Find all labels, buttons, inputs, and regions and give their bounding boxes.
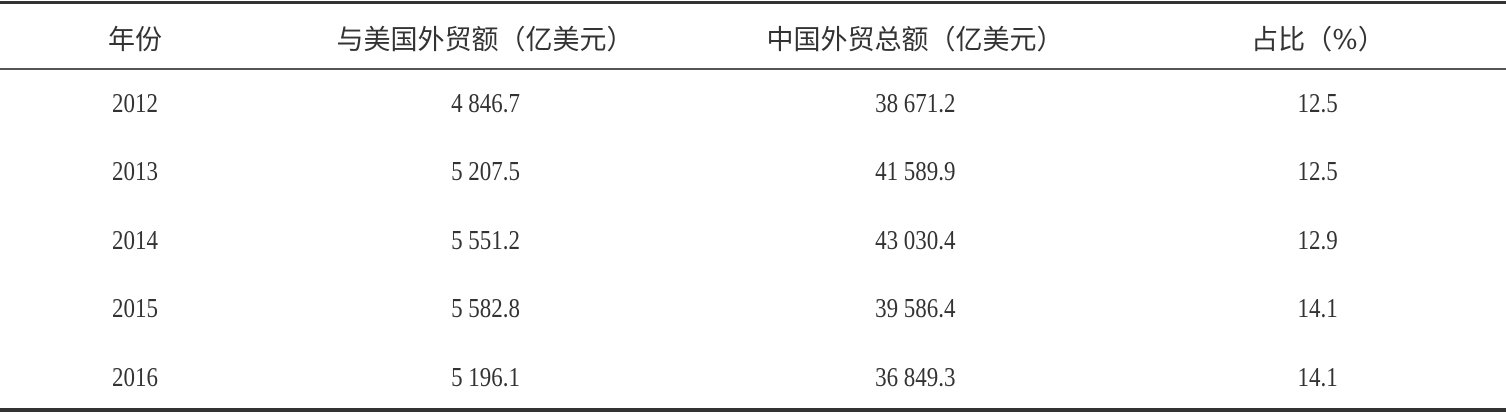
cell-china-total-trade: 36 849.3: [874, 361, 956, 392]
cell-year-wrap: 2013: [0, 156, 270, 187]
cell-year: 2013: [112, 156, 158, 186]
cell-share: 14.1: [1297, 361, 1339, 392]
table-row: 2014 5 551.2 43 030.4 12.9: [0, 220, 1506, 260]
cell-us-trade: 5 551.2: [450, 224, 520, 255]
cell-share-wrap: 12.5: [1130, 88, 1506, 119]
header-china-total-trade: 中国外贸总额（亿美元）: [766, 24, 1064, 56]
cell-share: 12.5: [1297, 87, 1339, 118]
cell-us-trade: 5 207.5: [450, 156, 520, 186]
cell-share-wrap: 14.1: [1130, 362, 1506, 393]
cell-china-total-trade-wrap: 41 589.9: [700, 156, 1130, 187]
cell-share-wrap: 12.5: [1130, 156, 1506, 187]
cell-china-total-trade: 43 030.4: [874, 224, 956, 255]
cell-share: 14.1: [1297, 293, 1339, 323]
cell-us-trade-wrap: 5 551.2: [270, 225, 700, 256]
cell-us-trade-wrap: 5 582.8: [270, 293, 700, 324]
cell-us-trade-wrap: 5 207.5: [270, 156, 700, 187]
cell-share-wrap: 12.9: [1130, 225, 1506, 256]
table-row: 2013 5 207.5 41 589.9 12.5: [0, 152, 1506, 192]
table-header-row: 年份 与美国外贸额（亿美元） 中国外贸总额（亿美元） 占比（%）: [0, 17, 1506, 57]
table-row: 2015 5 582.8 39 586.4 14.1: [0, 289, 1506, 329]
table-bottom-rule: [0, 408, 1506, 412]
cell-china-total-trade: 41 589.9: [874, 156, 956, 186]
cell-year: 2014: [112, 224, 158, 255]
cell-china-total-trade-wrap: 39 586.4: [700, 293, 1130, 324]
table-header-rule: [0, 68, 1506, 70]
cell-year: 2015: [112, 293, 158, 323]
table-top-rule: [0, 1, 1506, 4]
cell-china-total-trade-wrap: 38 671.2: [700, 88, 1130, 119]
cell-year: 2016: [112, 361, 158, 392]
cell-us-trade: 4 846.7: [450, 87, 520, 118]
cell-year-wrap: 2012: [0, 88, 270, 119]
cell-china-total-trade-wrap: 43 030.4: [700, 225, 1130, 256]
header-us-trade: 与美国外贸额（亿美元）: [336, 24, 634, 56]
header-share: 占比（%）: [1251, 24, 1385, 56]
cell-share: 12.5: [1297, 156, 1339, 186]
cell-us-trade: 5 196.1: [450, 361, 520, 392]
cell-us-trade: 5 582.8: [450, 293, 520, 323]
table-row: 2016 5 196.1 36 849.3 14.1: [0, 357, 1506, 397]
header-year: 年份: [108, 24, 162, 56]
cell-year: 2012: [112, 87, 158, 118]
cell-share-wrap: 14.1: [1130, 293, 1506, 324]
table-row: 2012 4 846.7 38 671.2 12.5: [0, 83, 1506, 123]
cell-year-wrap: 2016: [0, 362, 270, 393]
cell-china-total-trade: 38 671.2: [874, 87, 956, 118]
cell-us-trade-wrap: 4 846.7: [270, 88, 700, 119]
cell-china-total-trade: 39 586.4: [874, 293, 956, 323]
cell-share: 12.9: [1297, 224, 1339, 255]
cell-china-total-trade-wrap: 36 849.3: [700, 362, 1130, 393]
cell-year-wrap: 2015: [0, 293, 270, 324]
cell-year-wrap: 2014: [0, 225, 270, 256]
cell-us-trade-wrap: 5 196.1: [270, 362, 700, 393]
